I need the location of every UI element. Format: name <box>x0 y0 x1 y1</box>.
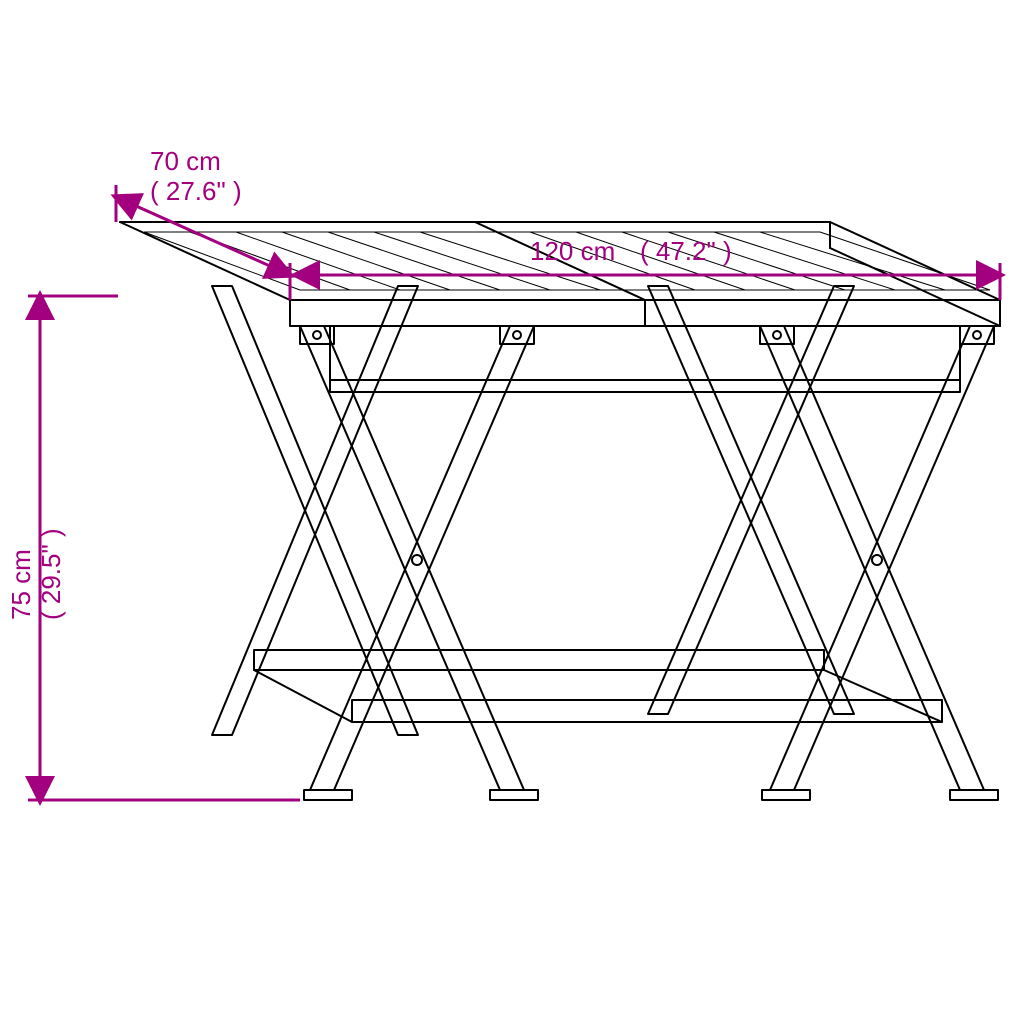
legs-left <box>212 286 534 790</box>
dim-depth-cm: 70 cm <box>150 146 221 176</box>
dim-width-cm: 120 cm <box>530 236 615 266</box>
dim-height: 75 cm ( 29.5" ) <box>6 296 300 800</box>
dimension-drawing: 70 cm ( 27.6" ) 120 cm ( 47.2" ) 75 cm (… <box>0 0 1024 1024</box>
table-illustration <box>120 222 1000 800</box>
dim-depth-in: ( 27.6" ) <box>150 176 242 206</box>
dim-height-in: ( 29.5" ) <box>36 528 66 620</box>
dim-width-in: ( 47.2" ) <box>640 236 732 266</box>
dim-height-cm: 75 cm <box>6 549 36 620</box>
dimension-annotations: 70 cm ( 27.6" ) 120 cm ( 47.2" ) 75 cm (… <box>6 146 1000 800</box>
